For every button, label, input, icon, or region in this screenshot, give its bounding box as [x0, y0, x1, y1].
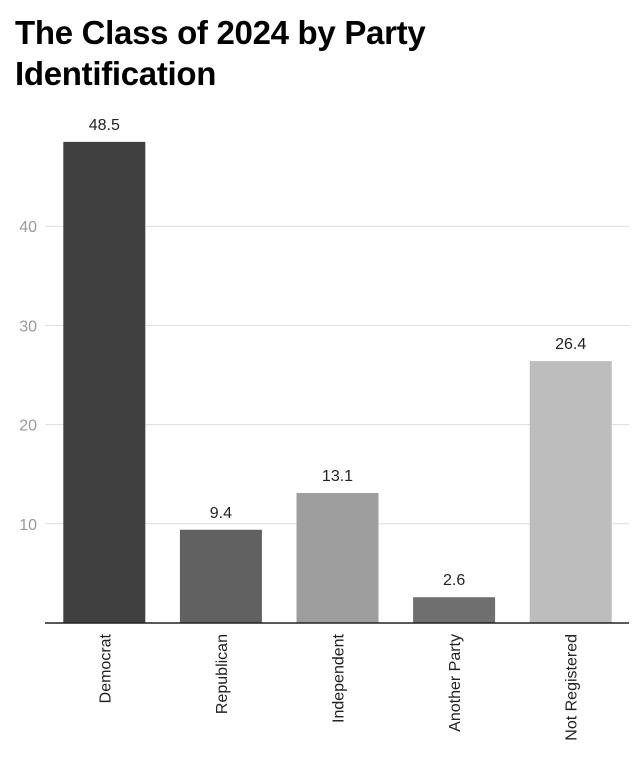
y-tick-label: 10 [19, 517, 37, 534]
bar-republican [179, 529, 262, 623]
bar-not-registered [529, 361, 612, 623]
y-tick-label: 40 [19, 219, 37, 236]
bar-independent [296, 493, 379, 623]
data-label: 48.5 [89, 117, 120, 134]
x-tick-label: Democrat [97, 633, 114, 703]
data-label: 2.6 [443, 572, 465, 589]
data-label: 13.1 [322, 468, 353, 485]
bar-another-party [413, 597, 496, 623]
y-tick-label: 30 [19, 318, 37, 335]
data-labels: 48.5 9.4 13.1 2.6 26.4 [89, 117, 587, 589]
x-tick-label: Not Registered [564, 634, 581, 741]
data-label: 26.4 [555, 336, 586, 353]
x-tick-label: Republican [214, 634, 231, 714]
x-axis-labels: Democrat Republican Independent Another Par… [97, 633, 580, 740]
x-tick-label: Another Party [447, 634, 464, 732]
x-tick-label: Independent [331, 633, 348, 723]
y-tick-label: 20 [19, 418, 37, 435]
bars [63, 141, 612, 623]
data-label: 9.4 [210, 505, 232, 522]
bar-democrat [63, 141, 146, 623]
chart-title: The Class of 2024 by Party Identificatio… [15, 14, 426, 92]
